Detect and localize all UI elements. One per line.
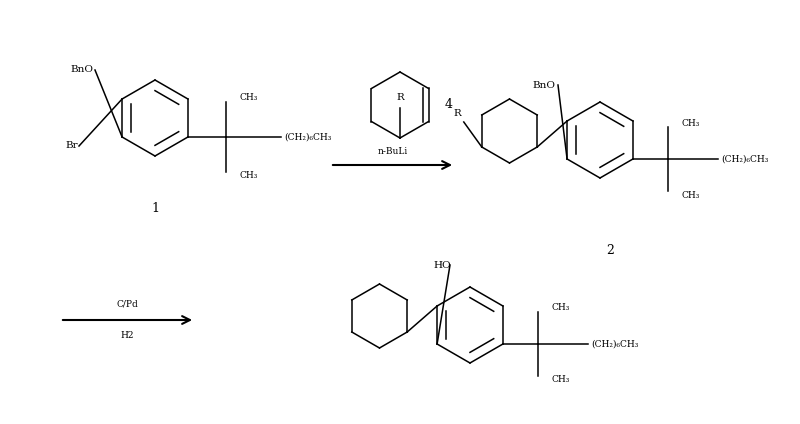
Text: C/Pd: C/Pd — [117, 299, 138, 309]
Text: BnO: BnO — [70, 65, 93, 75]
Text: 2: 2 — [606, 243, 614, 257]
Text: 1: 1 — [151, 201, 159, 215]
Text: CH₃: CH₃ — [240, 171, 258, 181]
Text: BnO: BnO — [532, 81, 555, 89]
Text: H2: H2 — [121, 332, 134, 340]
Text: (CH₂)₆CH₃: (CH₂)₆CH₃ — [591, 340, 638, 349]
Text: CH₃: CH₃ — [552, 376, 570, 385]
Text: R: R — [396, 94, 404, 103]
Text: CH₃: CH₃ — [682, 190, 700, 200]
Text: HO: HO — [433, 260, 451, 270]
Text: CH₃: CH₃ — [552, 304, 570, 312]
Text: n-BuLi: n-BuLi — [378, 147, 408, 156]
Text: Br: Br — [66, 142, 78, 151]
Text: CH₃: CH₃ — [682, 118, 700, 128]
Text: CH₃: CH₃ — [240, 94, 258, 103]
Text: (CH₂)₆CH₃: (CH₂)₆CH₃ — [721, 154, 768, 164]
Text: (CH₂)₆CH₃: (CH₂)₆CH₃ — [284, 132, 331, 142]
Text: R: R — [454, 109, 462, 118]
Text: 4: 4 — [445, 98, 453, 112]
